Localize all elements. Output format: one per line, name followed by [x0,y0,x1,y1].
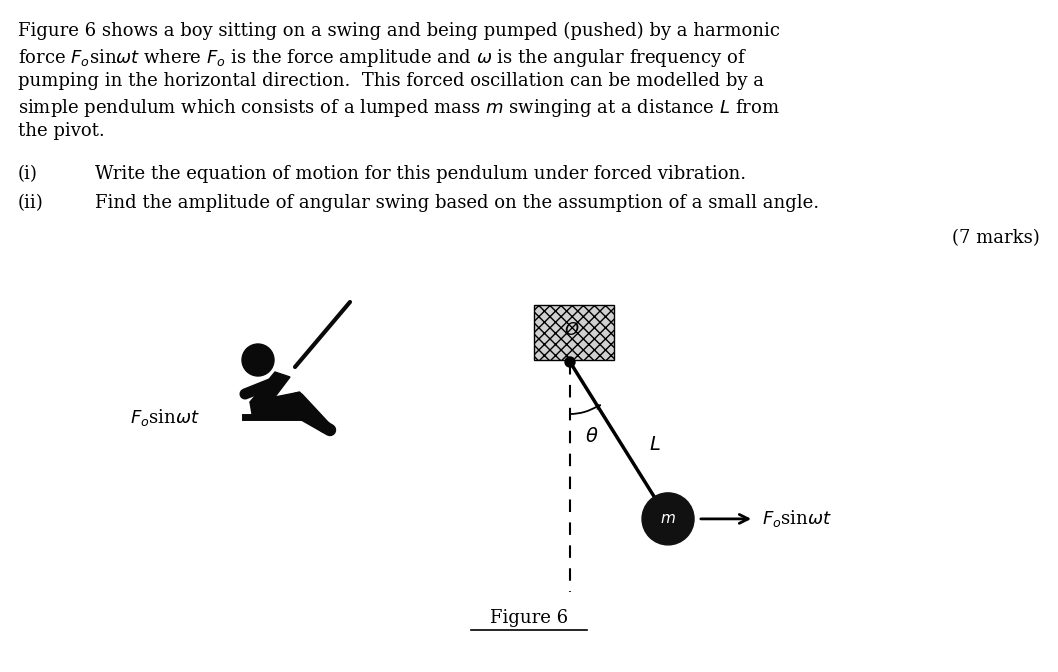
Text: Write the equation of motion for this pendulum under forced vibration.: Write the equation of motion for this pe… [95,165,746,183]
Text: (7 marks): (7 marks) [952,229,1040,247]
Text: $\theta$: $\theta$ [585,427,599,446]
Bar [534,305,614,360]
Text: $L$: $L$ [649,436,660,454]
Polygon shape [250,392,300,414]
Text: $F_o$sin$\omega t$: $F_o$sin$\omega t$ [762,509,832,530]
Circle shape [565,357,574,367]
Circle shape [242,344,274,376]
Text: the pivot.: the pivot. [18,122,105,140]
Polygon shape [252,402,295,419]
Text: pumping in the horizontal direction.  This forced oscillation can be modelled by: pumping in the horizontal direction. Thi… [18,72,764,90]
Text: Figure 6 shows a boy sitting on a swing and being pumped (pushed) by a harmonic: Figure 6 shows a boy sitting on a swing … [18,22,780,40]
Text: force $F_o$sin$\omega t$ where $F_o$ is the force amplitude and $\omega$ is the : force $F_o$sin$\omega t$ where $F_o$ is … [18,47,747,69]
Text: $m$: $m$ [660,512,676,526]
Text: (ii): (ii) [18,194,43,212]
Circle shape [642,493,694,545]
Text: (i): (i) [18,165,38,183]
Text: $F_o$sin$\omega t$: $F_o$sin$\omega t$ [130,407,200,427]
Text: Figure 6: Figure 6 [490,609,568,627]
Text: simple pendulum which consists of a lumped mass $m$ swinging at a distance $L$ f: simple pendulum which consists of a lump… [18,97,780,119]
Text: $O$: $O$ [564,321,580,339]
Polygon shape [250,372,290,410]
Text: Find the amplitude of angular swing based on the assumption of a small angle.: Find the amplitude of angular swing base… [95,194,819,212]
